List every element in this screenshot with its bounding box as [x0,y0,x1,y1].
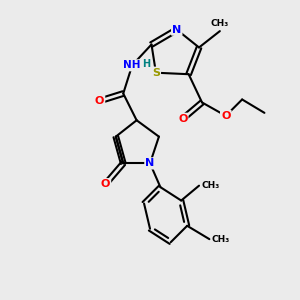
Text: H: H [142,59,151,69]
Text: N: N [172,25,182,34]
Text: N: N [146,158,154,168]
Text: O: O [178,114,188,124]
Text: O: O [221,111,230,121]
Text: NH: NH [123,60,141,70]
Text: O: O [95,96,104,106]
Text: S: S [152,68,160,78]
Text: O: O [101,179,110,189]
Text: CH₃: CH₃ [211,19,229,28]
Text: CH₃: CH₃ [212,235,230,244]
Text: CH₃: CH₃ [201,181,220,190]
